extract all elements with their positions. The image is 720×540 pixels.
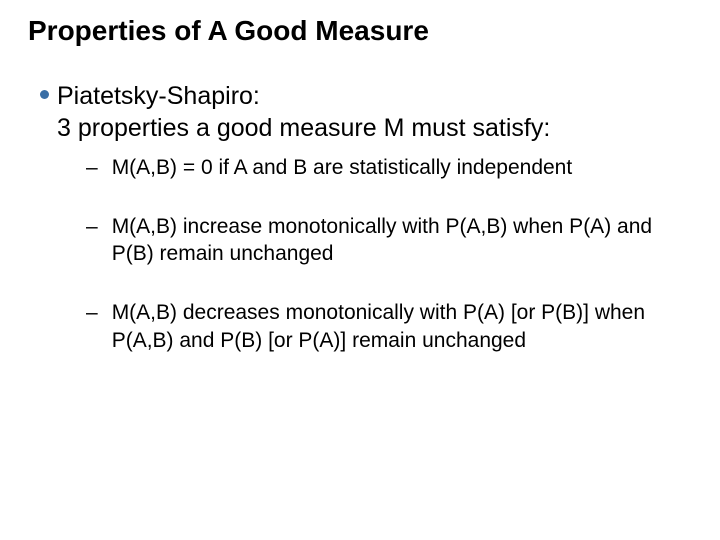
bullet-level1: Piatetsky-Shapiro: 3 properties a good m… [40, 80, 692, 144]
slide: Properties of A Good Measure Piatetsky-S… [0, 0, 720, 540]
slide-title: Properties of A Good Measure [28, 14, 692, 48]
l1-line1: Piatetsky-Shapiro: [57, 82, 260, 110]
l1-line2: 3 properties a good measure M must satis… [57, 114, 550, 142]
level2-group: – M(A,B) = 0 if A and B are statisticall… [86, 154, 692, 354]
dash-icon: – [86, 213, 98, 240]
list-item-text: M(A,B) = 0 if A and B are statistically … [112, 154, 573, 181]
list-item-text: M(A,B) decreases monotonically with P(A)… [112, 299, 692, 354]
list-item: – M(A,B) decreases monotonically with P(… [86, 299, 692, 354]
dash-icon: – [86, 154, 98, 181]
dash-icon: – [86, 299, 98, 326]
bullet-dot-icon [40, 90, 49, 99]
level1-text: Piatetsky-Shapiro: 3 properties a good m… [57, 80, 550, 144]
list-item-text: M(A,B) increase monotonically with P(A,B… [112, 213, 692, 268]
list-item: – M(A,B) = 0 if A and B are statisticall… [86, 154, 692, 181]
list-item: – M(A,B) increase monotonically with P(A… [86, 213, 692, 268]
